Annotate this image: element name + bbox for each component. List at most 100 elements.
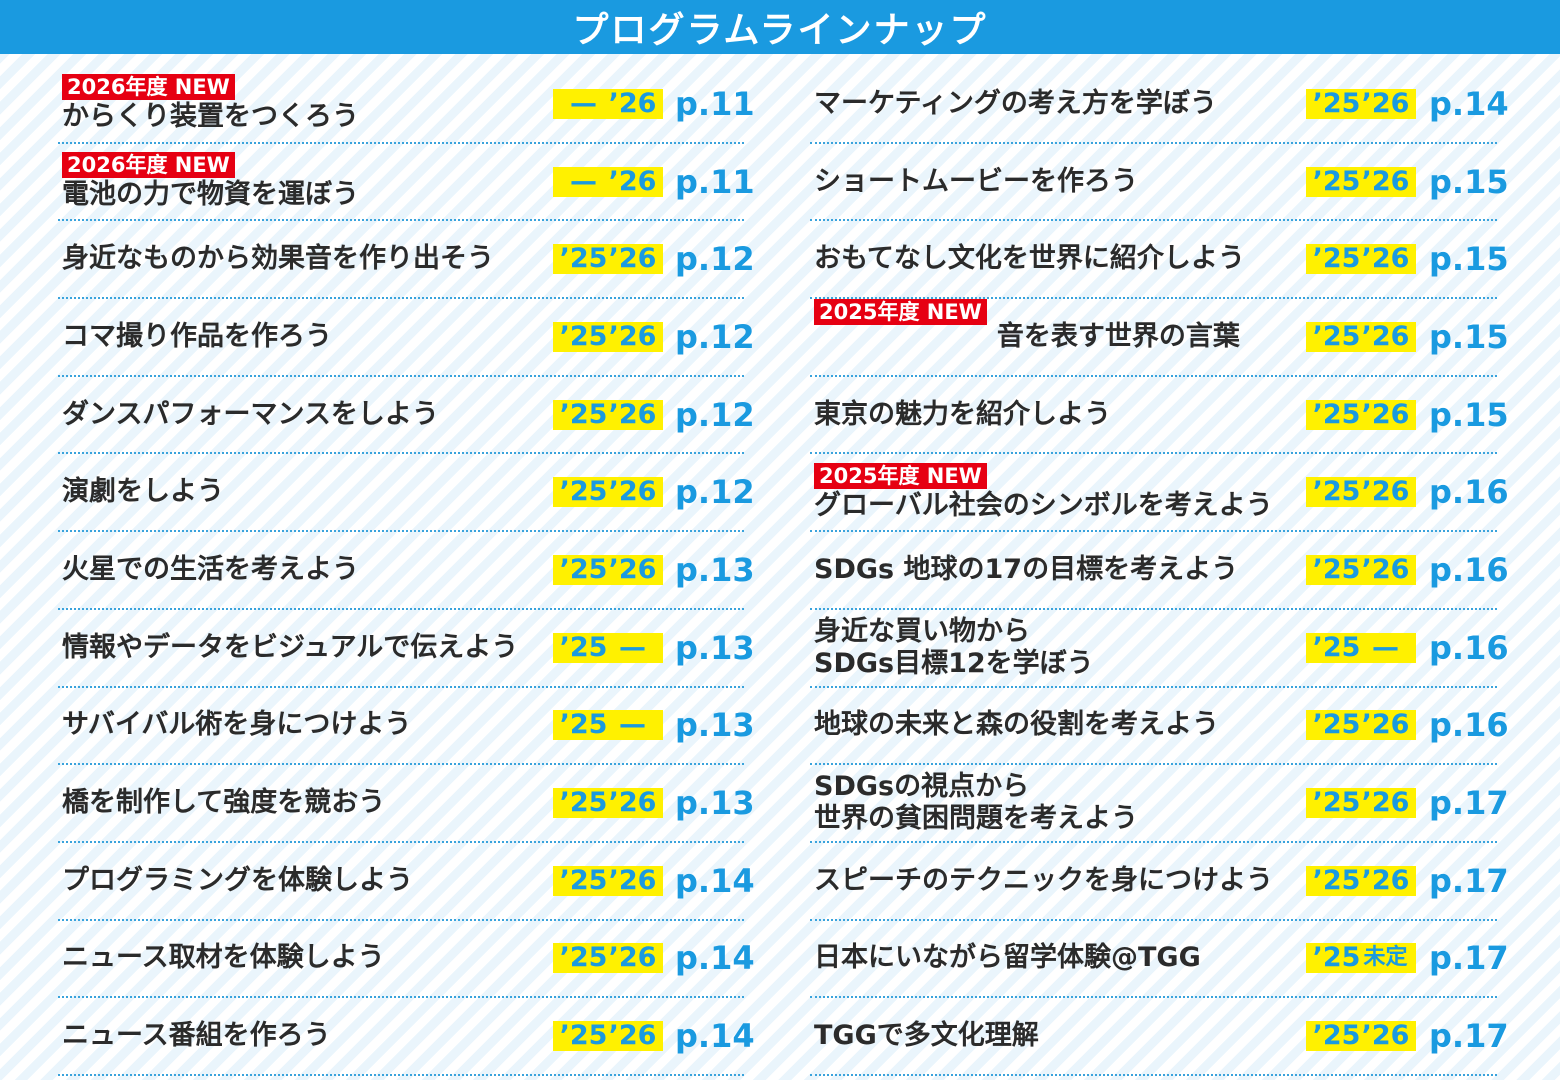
year-2025-mark: ’25	[559, 633, 608, 663]
program-info: 橋を制作して強度を競おう	[62, 765, 562, 841]
year-2025-mark: ’25	[559, 943, 608, 973]
year-2026-mark: —	[608, 710, 657, 740]
year-2026-mark: ’26	[1361, 710, 1410, 740]
program-title: おもてなし文化を世界に紹介しよう	[814, 243, 1314, 275]
program-title: 東京の魅力を紹介しよう	[814, 399, 1314, 431]
program-row: スピーチのテクニックを身につけよう ’25’26 p.17	[810, 843, 1497, 921]
program-title: ショートムービーを作ろう	[814, 166, 1314, 198]
year-2026-mark: ’26	[608, 400, 657, 430]
page-number: p.17	[1429, 862, 1509, 900]
year-2026-mark: ’26	[1361, 89, 1410, 119]
year-2026-mark: ’26	[608, 1021, 657, 1051]
year-2025-mark: ’25	[559, 555, 608, 585]
program-title: ダンスパフォーマンスをしよう	[62, 399, 562, 431]
year-2026-mark: ’26	[1361, 477, 1410, 507]
new-badge: 2026年度 NEW	[62, 74, 235, 100]
page-number: p.14	[675, 1017, 755, 1055]
program-row: ニュース番組を作ろう ’25’26 p.14	[58, 998, 744, 1076]
year-availability: ’25’26	[553, 866, 663, 896]
year-availability: ’25’26	[553, 400, 663, 430]
year-availability: ’25’26	[1306, 866, 1416, 896]
year-2026-mark: ’26	[608, 866, 657, 896]
program-info: ニュース取材を体験しよう	[62, 921, 562, 997]
year-availability: ’25 未定	[1306, 943, 1416, 973]
year-2025-mark: —	[559, 167, 608, 197]
year-availability: ’25 —	[553, 710, 663, 740]
program-title: コマ撮り作品を作ろう	[62, 321, 562, 353]
program-row: 東京の魅力を紹介しよう ’25’26 p.15	[810, 377, 1497, 455]
program-title: TGGで多文化理解	[814, 1020, 1314, 1052]
page-number: p.14	[1429, 85, 1509, 123]
program-row: 日本にいながら留学体験@TGG ’25 未定 p.17	[810, 921, 1497, 999]
program-row: 身近な買い物から SDGs目標12を学ぼう ’25 — p.16	[810, 610, 1497, 688]
year-availability: ’25’26	[553, 1021, 663, 1051]
year-availability: ’25’26	[1306, 89, 1416, 119]
program-row: 火星での生活を考えよう ’25’26 p.13	[58, 532, 744, 610]
year-availability: ’25’26	[1306, 788, 1416, 818]
page-number: p.15	[1429, 163, 1509, 201]
page-number: p.11	[675, 163, 755, 201]
year-2026-mark: 未定	[1361, 943, 1410, 973]
year-2025-mark: ’25	[1312, 477, 1361, 507]
program-title: 日本にいながら留学体験@TGG	[814, 942, 1314, 974]
year-2026-mark: ’26	[1361, 866, 1410, 896]
program-row: 2025年度 NEW グローバル社会のシンボルを考えよう ’25’26 p.16	[810, 454, 1497, 532]
year-availability: ’25’26	[1306, 1021, 1416, 1051]
program-title: プログラミングを体験しよう	[62, 865, 562, 897]
program-title: 身近な買い物から SDGs目標12を学ぼう	[814, 616, 1314, 680]
year-2026-mark: ’26	[608, 322, 657, 352]
program-title: サバイバル術を身につけよう	[62, 709, 562, 741]
year-2025-mark: ’25	[1312, 633, 1361, 663]
program-title: ニュース取材を体験しよう	[62, 942, 562, 974]
year-availability: ’25 —	[553, 633, 663, 663]
year-2025-mark: ’25	[1312, 167, 1361, 197]
program-title: 演劇をしよう	[62, 476, 562, 508]
program-row: TGGで多文化理解 ’25’26 p.17	[810, 998, 1497, 1076]
program-row: マーケティングの考え方を学ぼう ’25’26 p.14	[810, 66, 1497, 144]
page-number: p.12	[675, 396, 755, 434]
program-title: マーケティングの考え方を学ぼう	[814, 88, 1314, 120]
page-number: p.12	[675, 240, 755, 278]
page-header: プログラムラインナップ	[0, 0, 1560, 54]
program-row: 2026年度 NEW 電池の力で物資を運ぼう — ’26 p.11	[58, 144, 744, 222]
program-row: おもてなし文化を世界に紹介しよう ’25’26 p.15	[810, 221, 1497, 299]
program-column-right: マーケティングの考え方を学ぼう ’25’26 p.14 ショートムービーを作ろう ’25…	[810, 66, 1497, 1076]
program-title: 火星での生活を考えよう	[62, 554, 562, 586]
year-2025-mark: ’25	[1312, 555, 1361, 585]
page-number: p.17	[1429, 1017, 1509, 1055]
year-2026-mark: ’26	[1361, 244, 1410, 274]
page-number: p.13	[675, 629, 755, 667]
year-availability: — ’26	[553, 89, 663, 119]
program-info: ダンスパフォーマンスをしよう	[62, 377, 562, 453]
year-2025-mark: ’25	[1312, 400, 1361, 430]
program-row: 2025年度 NEW 音を表す世界の言葉 ’25’26 p.15	[810, 299, 1497, 377]
year-2026-mark: —	[608, 633, 657, 663]
year-2026-mark: ’26	[1361, 167, 1410, 197]
program-info: 2025年度 NEW グローバル社会のシンボルを考えよう	[814, 454, 1314, 530]
program-row: ショートムービーを作ろう ’25’26 p.15	[810, 144, 1497, 222]
page-number: p.16	[1429, 551, 1509, 589]
page-number: p.17	[1429, 939, 1509, 977]
year-availability: ’25’26	[1306, 400, 1416, 430]
program-info: ショートムービーを作ろう	[814, 144, 1314, 220]
program-info: 演劇をしよう	[62, 454, 562, 530]
year-availability: ’25’26	[1306, 244, 1416, 274]
year-2025-mark: ’25	[1312, 89, 1361, 119]
page-number: p.12	[675, 473, 755, 511]
new-badge: 2025年度 NEW	[814, 299, 987, 325]
year-2026-mark: —	[1361, 633, 1410, 663]
program-info: SDGs 地球の17の目標を考えよう	[814, 532, 1314, 608]
year-2025-mark: ’25	[559, 400, 608, 430]
program-info: 2026年度 NEW 電池の力で物資を運ぼう	[62, 144, 562, 220]
program-row: コマ撮り作品を作ろう ’25’26 p.12	[58, 299, 744, 377]
program-info: 身近なものから効果音を作り出そう	[62, 221, 562, 297]
program-row: 情報やデータをビジュアルで伝えよう ’25 — p.13	[58, 610, 744, 688]
program-info: コマ撮り作品を作ろう	[62, 299, 562, 375]
year-availability: ’25’26	[553, 244, 663, 274]
year-2025-mark: ’25	[559, 788, 608, 818]
program-info: 身近な買い物から SDGs目標12を学ぼう	[814, 610, 1314, 686]
program-info: 2025年度 NEW 音を表す世界の言葉	[814, 299, 1314, 375]
program-column-left: 2026年度 NEW からくり装置をつくろう — ’26 p.11 2026年度 NEW 電…	[58, 66, 744, 1076]
year-availability: ’25’26	[1306, 710, 1416, 740]
program-info: TGGで多文化理解	[814, 998, 1314, 1074]
